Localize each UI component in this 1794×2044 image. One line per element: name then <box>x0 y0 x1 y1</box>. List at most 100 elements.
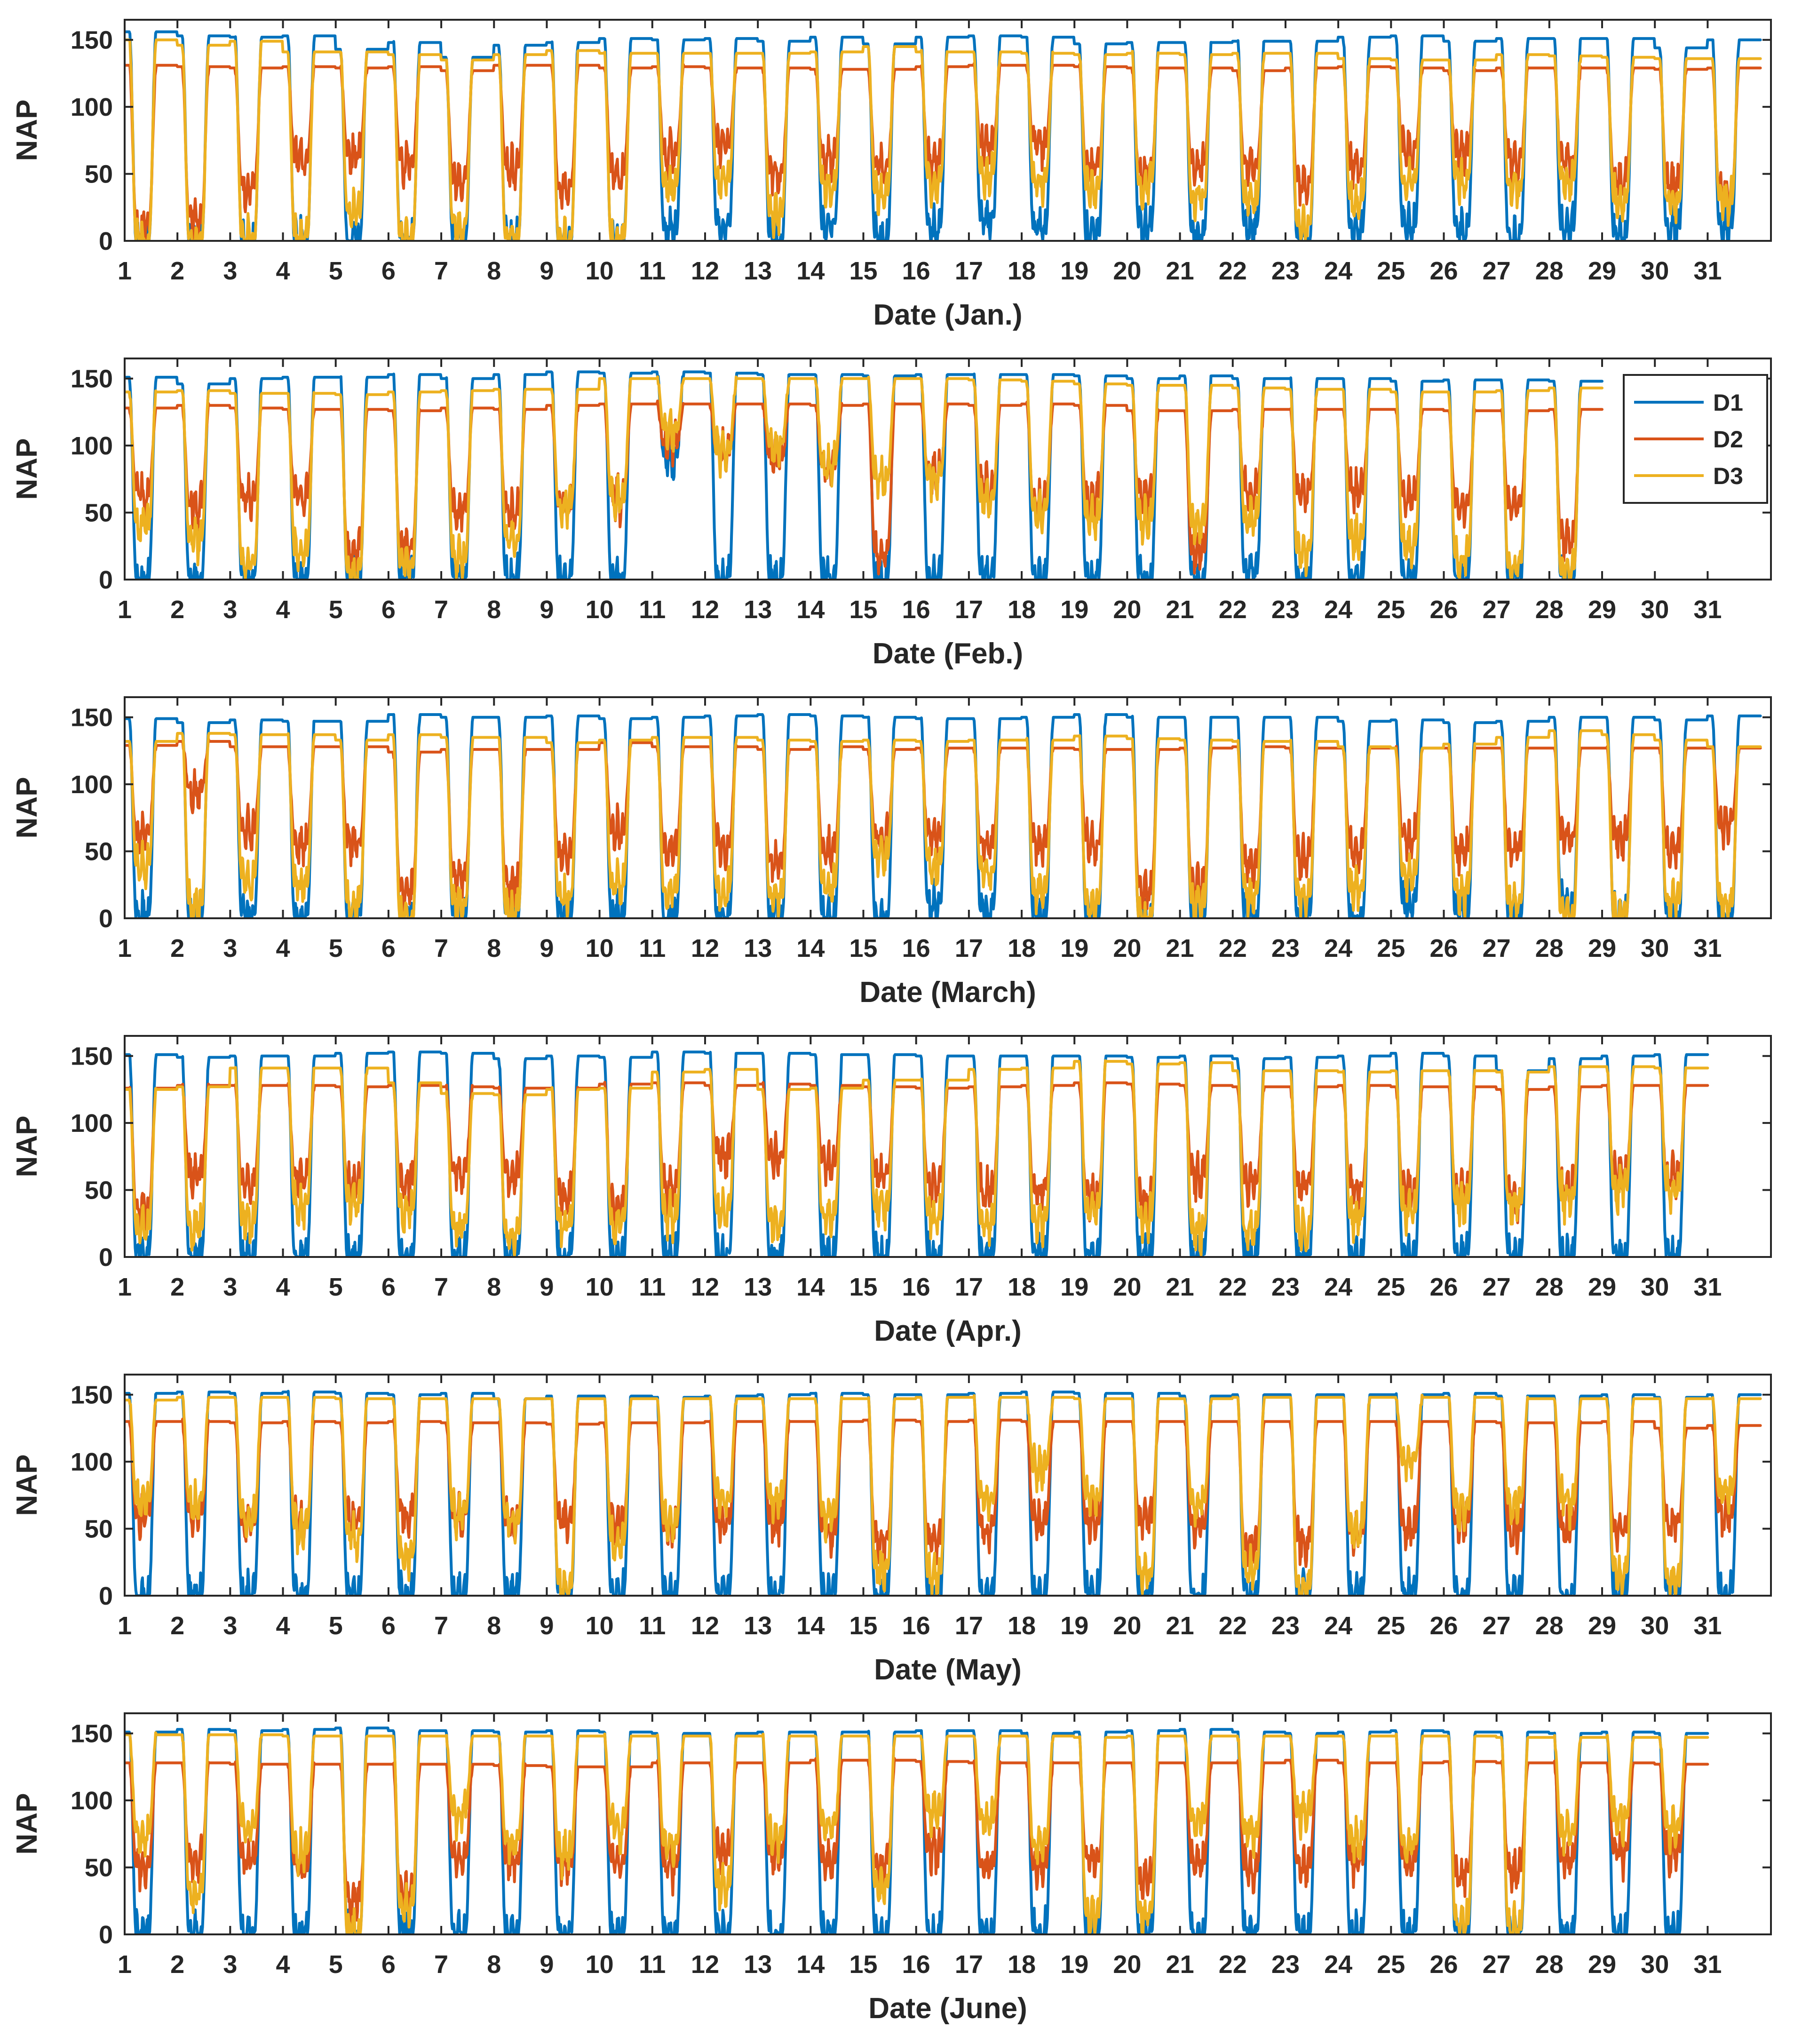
x-tick-label: 27 <box>1483 934 1511 962</box>
x-tick-label: 6 <box>381 1950 396 1979</box>
x-tick-label: 2 <box>170 1273 184 1301</box>
x-tick-label: 2 <box>170 257 184 285</box>
y-axis-title: NAP <box>11 1455 43 1516</box>
y-tick-label: 100 <box>71 1787 113 1815</box>
y-tick-label: 50 <box>85 838 113 866</box>
x-tick-label: 25 <box>1377 257 1405 285</box>
y-tick-label: 100 <box>71 432 113 460</box>
x-tick-label: 15 <box>849 1950 877 1979</box>
x-tick-label: 1 <box>118 1612 132 1640</box>
x-tick-label: 2 <box>170 596 184 624</box>
x-tick-label: 8 <box>487 1612 501 1640</box>
y-tick-label: 0 <box>99 1921 113 1949</box>
x-tick-label: 28 <box>1535 596 1564 624</box>
x-tick-label: 31 <box>1693 934 1722 962</box>
x-tick-label: 3 <box>223 934 237 962</box>
x-tick-label: 21 <box>1166 934 1194 962</box>
x-tick-label: 4 <box>276 257 290 285</box>
legend: D1 D2 D3 <box>1623 374 1768 504</box>
y-tick-label: 0 <box>99 227 113 255</box>
series-line-d1 <box>125 1050 1709 1257</box>
y-tick-label: 100 <box>71 1448 113 1476</box>
legend-label-d2: D2 <box>1713 426 1743 453</box>
x-tick-label: 31 <box>1693 1612 1722 1640</box>
x-tick-label: 1 <box>118 1950 132 1979</box>
x-tick-label: 8 <box>487 596 501 624</box>
x-tick-label: 9 <box>540 1273 554 1301</box>
x-tick-label: 11 <box>639 596 666 624</box>
x-tick-label: 12 <box>691 596 719 624</box>
x-tick-label: 24 <box>1324 934 1352 962</box>
x-tick-label: 22 <box>1219 934 1247 962</box>
x-tick-label: 21 <box>1166 257 1194 285</box>
panel-march: 1 2 3 4 5 6 7 8 9 10 11 12 13 14 15 16 17 18 19 20 21 22 23 24 2… <box>11 696 1772 1009</box>
x-tick-label: 17 <box>955 1273 983 1301</box>
y-tick-label: 150 <box>71 365 113 393</box>
y-tick-label: 50 <box>85 1177 113 1205</box>
x-tick-label: 27 <box>1483 1950 1511 1979</box>
x-tick-label: 19 <box>1060 1612 1088 1640</box>
y-tick-label: 0 <box>99 1582 113 1610</box>
x-tick-label: 19 <box>1060 596 1088 624</box>
x-tick-label: 22 <box>1219 1273 1247 1301</box>
x-tick-label: 11 <box>639 257 666 285</box>
x-tick-label: 10 <box>586 1612 614 1640</box>
x-tick-label: 15 <box>849 596 877 624</box>
y-tick-label: 0 <box>99 905 113 933</box>
x-tick-label: 29 <box>1588 934 1616 962</box>
x-tick-label: 31 <box>1693 1273 1722 1301</box>
x-axis-title: Date (March) <box>859 976 1036 1009</box>
x-tick-label: 1 <box>118 257 132 285</box>
x-tick-label: 6 <box>381 596 396 624</box>
x-tick-label: 21 <box>1166 1273 1194 1301</box>
x-tick-label: 23 <box>1271 1612 1300 1640</box>
x-tick-label: 30 <box>1641 257 1669 285</box>
x-tick-label: 20 <box>1113 1950 1141 1979</box>
x-tick-label: 24 <box>1324 1273 1352 1301</box>
axes-box <box>124 696 1772 919</box>
x-tick-label: 10 <box>586 257 614 285</box>
panel-january: 1 2 3 4 5 6 7 8 9 10 11 12 13 14 15 16 17 18 19 20 21 22 23 24 2… <box>11 19 1772 331</box>
x-tick-label: 27 <box>1483 257 1511 285</box>
x-tick-label: 26 <box>1429 1950 1458 1979</box>
x-tick-label: 15 <box>849 934 877 962</box>
x-tick-label: 13 <box>744 596 772 624</box>
x-tick-label: 28 <box>1535 1612 1564 1640</box>
x-axis-title: Date (Feb.) <box>873 637 1023 670</box>
x-tick-label: 1 <box>118 934 132 962</box>
x-tick-label: 19 <box>1060 1950 1088 1979</box>
series-line-d3 <box>125 729 1762 918</box>
x-tick-label: 8 <box>487 1273 501 1301</box>
y-axis-title: NAP <box>11 1793 43 1855</box>
x-tick-label: 20 <box>1113 934 1141 962</box>
x-tick-label: 6 <box>381 1612 396 1640</box>
x-tick-label: 18 <box>1008 934 1036 962</box>
x-tick-label: 15 <box>849 257 877 285</box>
series-line-d2 <box>125 399 1603 576</box>
x-tick-label: 31 <box>1693 596 1722 624</box>
x-tick-label: 3 <box>223 1950 237 1979</box>
series-line-d3 <box>125 1731 1709 1934</box>
x-tick-label: 15 <box>849 1612 877 1640</box>
x-tick-label: 14 <box>796 257 825 285</box>
x-tick-label: 26 <box>1429 596 1458 624</box>
x-tick-label: 17 <box>955 934 983 962</box>
x-tick-label: 7 <box>434 257 448 285</box>
x-tick-label: 11 <box>639 1273 666 1301</box>
x-tick-label: 29 <box>1588 1612 1616 1640</box>
x-tick-label: 4 <box>276 934 290 962</box>
series-line-d2 <box>125 1757 1709 1925</box>
x-tick-label: 4 <box>276 1950 290 1979</box>
x-tick-label: 9 <box>540 1950 554 1979</box>
x-tick-label: 12 <box>691 257 719 285</box>
y-tick-label: 50 <box>85 1854 113 1882</box>
x-tick-label: 13 <box>744 1612 772 1640</box>
legend-label-d1: D1 <box>1713 390 1743 416</box>
x-tick-label: 5 <box>329 257 343 285</box>
x-tick-label: 31 <box>1693 257 1722 285</box>
x-tick-label: 5 <box>329 1612 343 1640</box>
x-tick-label: 27 <box>1483 1612 1511 1640</box>
axes-box <box>124 358 1772 581</box>
axes-box <box>124 1035 1772 1258</box>
x-tick-label: 16 <box>902 1612 930 1640</box>
